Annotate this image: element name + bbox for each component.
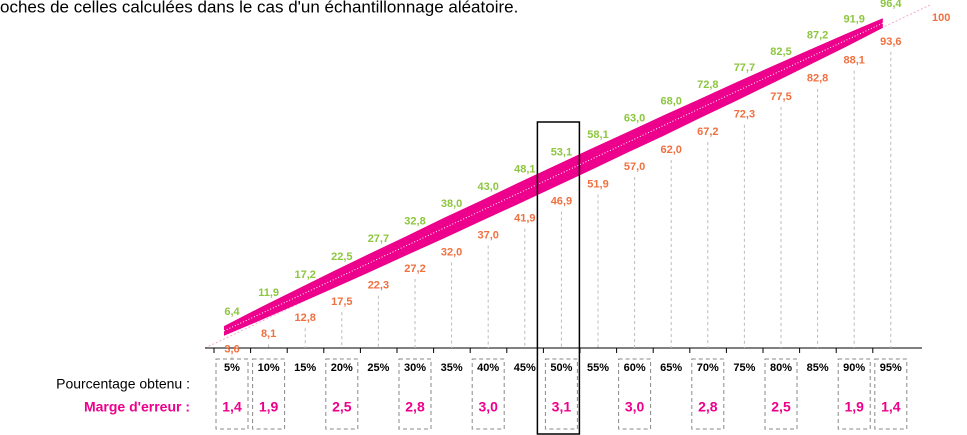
margin-label: 3,0 [478, 399, 498, 415]
margin-box [252, 358, 286, 430]
x-tick-label: 95% [880, 362, 902, 374]
margin-label: 1,9 [844, 399, 864, 415]
upper-label: 32,8 [404, 216, 425, 228]
upper-label: 17,2 [294, 269, 315, 281]
upper-label: 96,4 [880, 0, 902, 10]
lower-label: 8,1 [261, 328, 276, 340]
lower-label: 32,0 [441, 246, 462, 258]
center-line [223, 22, 884, 332]
margin-label: 1,4 [881, 399, 901, 415]
upper-label: 68,0 [660, 95, 681, 107]
margin-box [398, 358, 432, 430]
lower-label: 41,9 [514, 213, 535, 225]
lower-label: 46,9 [551, 196, 572, 208]
upper-label: 53,1 [551, 146, 572, 158]
x-tick-label: 15% [294, 362, 316, 374]
chart-title: oches de celles calculées dans le cas d'… [0, 0, 518, 16]
lower-label: 17,5 [331, 296, 352, 308]
x-tick-label: 90% [843, 362, 865, 374]
lower-label: 12,8 [294, 312, 315, 324]
upper-label: 91,9 [843, 14, 864, 26]
margin-box [874, 358, 908, 430]
x-tick-label: 70% [697, 362, 719, 374]
x-tick-label: 55% [587, 362, 609, 374]
margin-label: 3,1 [552, 399, 572, 415]
highlight-box [536, 121, 581, 435]
margin-box [471, 358, 505, 430]
lower-label: 3,6 [224, 344, 239, 356]
margin-box [691, 358, 725, 430]
upper-label: 27,7 [368, 233, 389, 245]
lower-label: 72,3 [734, 109, 755, 121]
lower-label: 22,3 [368, 280, 389, 292]
margin-label: 2,8 [698, 399, 718, 415]
x-tick-label: 85% [807, 362, 829, 374]
margin-label: 2,5 [771, 399, 791, 415]
upper-label: 43,0 [477, 181, 498, 193]
upper-label: 82,5 [770, 46, 791, 58]
margin-box [837, 358, 871, 430]
lower-label: 93,6 [880, 36, 901, 48]
lower-label: 57,0 [624, 161, 645, 173]
upper-label: 6,4 [224, 306, 240, 318]
upper-label: 87,2 [807, 30, 828, 42]
lower-label: 82,8 [807, 73, 828, 85]
margin-label: 1,4 [222, 399, 242, 415]
x-tick-label: 25% [367, 362, 389, 374]
upper-label: 38,0 [441, 198, 462, 210]
x-tick-label: 5% [224, 362, 240, 374]
row-label: Marge d'erreur : [84, 399, 190, 415]
margin-box [618, 358, 652, 430]
row-label: Pourcentage obtenu : [56, 376, 190, 392]
x-tick-label: 20% [331, 362, 353, 374]
x-tick-label: 80% [770, 362, 792, 374]
x-tick-label: 65% [660, 362, 682, 374]
lower-label: 67,2 [697, 126, 718, 138]
x-tick-label: 50% [550, 362, 572, 374]
top-label: 100 [932, 12, 950, 24]
lower-label: 88,1 [843, 55, 864, 67]
upper-label: 11,9 [258, 287, 279, 299]
margin-label: 2,8 [405, 399, 425, 415]
margin-box [325, 358, 359, 430]
x-tick-label: 10% [258, 362, 280, 374]
x-tick-label: 40% [477, 362, 499, 374]
upper-label: 58,1 [587, 129, 608, 141]
upper-label: 77,7 [734, 62, 755, 74]
x-tick-label: 45% [514, 362, 536, 374]
lower-label: 37,0 [477, 229, 498, 241]
lower-label: 77,5 [770, 91, 791, 103]
lower-label: 51,9 [587, 178, 608, 190]
margin-box [544, 358, 578, 430]
lower-label: 27,2 [404, 263, 425, 275]
upper-label: 48,1 [514, 163, 535, 175]
x-tick-label: 35% [441, 362, 463, 374]
x-tick-label: 60% [624, 362, 646, 374]
x-tick-label: 75% [733, 362, 755, 374]
margin-box [215, 358, 249, 430]
margin-label: 2,5 [332, 399, 352, 415]
lower-label: 62,0 [660, 144, 681, 156]
upper-label: 22,5 [331, 251, 352, 263]
x-tick-label: 30% [404, 362, 426, 374]
margin-box [764, 358, 798, 430]
margin-label: 3,0 [625, 399, 645, 415]
upper-label: 63,0 [624, 112, 645, 124]
margin-label: 1,9 [259, 399, 279, 415]
upper-label: 72,8 [697, 79, 718, 91]
